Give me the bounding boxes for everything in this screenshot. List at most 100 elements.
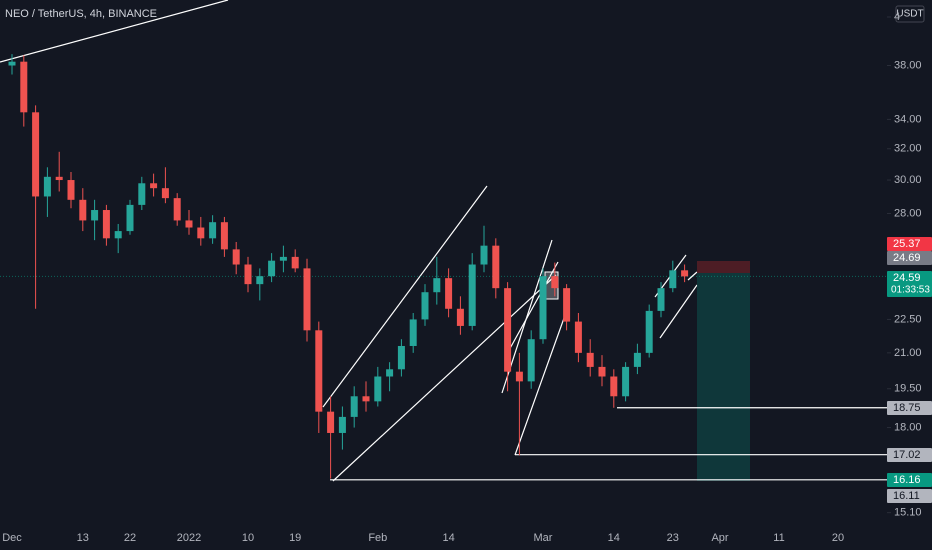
candle-body — [504, 288, 512, 372]
candle-body — [91, 210, 99, 221]
candle-body — [515, 371, 523, 382]
candle-body — [327, 411, 335, 433]
x-tick-label: 10 — [242, 532, 254, 544]
x-tick-label: 23 — [667, 532, 679, 544]
price-badge — [887, 473, 932, 487]
candle-body — [315, 330, 323, 412]
candle-body — [291, 256, 299, 269]
candle-body — [551, 276, 559, 289]
candle-body — [574, 321, 582, 353]
candle-body — [244, 264, 252, 285]
candle-body — [279, 256, 287, 261]
candle-body — [338, 416, 346, 433]
y-tick-label: 34.00 — [894, 113, 922, 125]
target-zone — [697, 273, 750, 481]
x-tick-label: Dec — [2, 532, 22, 544]
candle-body — [622, 366, 630, 397]
price-badge — [887, 489, 932, 503]
y-tick-label: 18.00 — [894, 421, 922, 433]
x-tick-label: 13 — [77, 532, 89, 544]
candle-body — [43, 176, 51, 197]
candle-body — [150, 183, 158, 189]
candle-body — [456, 308, 464, 326]
price-badge-label: 24.69 — [893, 252, 921, 264]
countdown-label: 01:33:53 — [891, 285, 930, 296]
candle-body — [79, 199, 87, 221]
trend-line — [507, 261, 559, 353]
candle-body — [421, 292, 429, 320]
chart-title: NEO / TetherUS, 4h, BINANCE — [5, 8, 157, 20]
x-tick-label: Apr — [711, 532, 728, 544]
candle-body — [268, 260, 276, 277]
candle-body — [374, 376, 382, 402]
trend-line — [332, 274, 557, 482]
candle-body — [20, 61, 28, 113]
candle-body — [610, 376, 618, 397]
y-tick-label: 15.10 — [894, 507, 922, 519]
trend-line — [0, 0, 229, 63]
candle-body — [32, 112, 40, 197]
candle-body — [445, 278, 453, 309]
price-badge — [887, 401, 932, 415]
candle-body — [539, 276, 547, 340]
candle-body — [527, 339, 535, 382]
candle-body — [8, 61, 16, 66]
x-tick-label: 14 — [608, 532, 620, 544]
y-tick-label: 38.00 — [894, 59, 922, 71]
trend-line — [687, 271, 698, 281]
candle-body — [209, 222, 217, 239]
currency-label: USDT — [896, 9, 923, 20]
candle-body — [197, 227, 205, 239]
candle-body — [492, 245, 500, 289]
candle-body — [633, 352, 641, 367]
candle-body — [256, 276, 264, 285]
price-badge — [887, 251, 932, 265]
x-tick-label: 11 — [773, 532, 784, 544]
candle-body — [480, 245, 488, 265]
candle-body — [55, 176, 63, 181]
y-tick-label: 28.00 — [894, 207, 922, 219]
candle-body — [669, 270, 677, 289]
candle-body — [397, 345, 405, 370]
price-badge-label: 17.02 — [893, 449, 921, 461]
price-badge-label: 24.59 — [893, 272, 921, 284]
x-tick-label: Feb — [368, 532, 387, 544]
candle-body — [657, 288, 665, 311]
candle-body — [681, 270, 689, 277]
price-badge — [887, 237, 932, 251]
candle-body — [433, 278, 441, 293]
candle-body — [173, 198, 181, 221]
candle-body — [362, 396, 370, 402]
x-tick-label: 20 — [832, 532, 844, 544]
candle-body — [586, 352, 594, 367]
price-badge-label: 16.16 — [893, 474, 921, 486]
candle-body — [598, 366, 606, 377]
candle-body — [386, 369, 394, 377]
candle-body — [303, 268, 311, 331]
currency-badge[interactable] — [895, 5, 925, 23]
y-tick-label: 19.50 — [894, 383, 922, 395]
candle-body — [563, 288, 571, 322]
x-tick-label: 22 — [124, 532, 136, 544]
candle-body — [138, 183, 146, 205]
price-badge — [887, 448, 932, 462]
candle-body — [645, 310, 653, 353]
candle-body — [114, 231, 122, 239]
price-badge-label: 25.37 — [893, 238, 921, 250]
y-tick-label: 21.00 — [894, 347, 922, 359]
x-tick-label: 14 — [442, 532, 454, 544]
y-tick-label: 30.00 — [894, 174, 922, 186]
y-tick-label: 22.50 — [894, 313, 922, 325]
y-tick-label: 32.00 — [894, 143, 922, 155]
trend-line — [322, 185, 488, 408]
candle-body — [232, 249, 240, 265]
price-badge-label: 18.75 — [893, 402, 921, 414]
candle-body — [161, 188, 169, 199]
candle-body — [102, 210, 110, 239]
candle-body — [220, 222, 228, 250]
x-tick-label: 19 — [289, 532, 301, 544]
price-badge-label: 16.11 — [893, 490, 920, 502]
